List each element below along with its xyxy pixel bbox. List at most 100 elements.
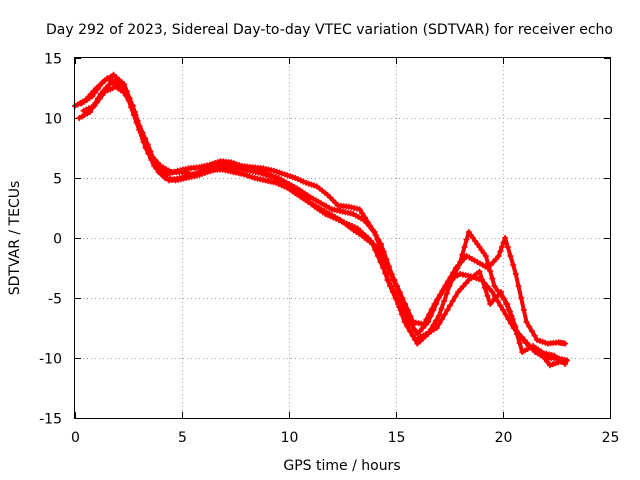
data-point-marker <box>396 289 403 295</box>
data-point-marker <box>449 298 456 304</box>
data-point-marker <box>512 271 519 277</box>
data-point-marker <box>404 307 411 313</box>
data-point-marker <box>385 277 392 283</box>
data-point-marker <box>504 244 511 250</box>
y-tick-label: 10 <box>44 112 62 128</box>
data-point-marker <box>431 301 438 307</box>
data-point-marker <box>489 275 496 282</box>
data-point-marker <box>526 323 533 330</box>
data-point-marker <box>372 232 379 238</box>
data-point-marker <box>434 296 441 303</box>
data-point-marker <box>426 311 433 318</box>
data-point-marker <box>121 81 128 88</box>
data-point-marker <box>433 325 440 331</box>
data-point-marker <box>388 271 395 277</box>
data-point-marker <box>420 321 427 328</box>
data-point-marker <box>396 304 403 310</box>
data-point-marker <box>518 295 525 301</box>
data-point-marker <box>367 223 374 229</box>
data-point-marker <box>399 295 406 301</box>
data-point-marker <box>383 256 390 262</box>
x-tick-label: 0 <box>71 430 80 446</box>
data-point-marker <box>444 307 451 313</box>
y-tick-label: 15 <box>44 52 62 68</box>
y-tick-label: -5 <box>48 292 62 308</box>
series-track <box>78 71 569 347</box>
data-point-marker <box>489 289 496 295</box>
data-point-marker <box>93 99 100 106</box>
data-point-marker <box>438 305 445 312</box>
data-point-marker <box>447 302 453 309</box>
data-point-marker <box>510 262 517 268</box>
data-point-marker <box>497 302 504 309</box>
data-point-marker <box>435 313 442 319</box>
data-point-marker <box>407 313 414 319</box>
data-point-marker <box>386 263 392 270</box>
data-point-marker <box>356 206 363 213</box>
data-point-marker <box>436 320 443 327</box>
data-point-marker <box>508 313 515 319</box>
data-point-marker <box>433 317 440 324</box>
data-point-marker <box>505 307 512 313</box>
data-point-marker <box>541 355 548 362</box>
data-point-marker <box>372 247 379 253</box>
series-track <box>80 83 569 367</box>
data-point-marker <box>439 287 446 294</box>
data-point-marker <box>401 319 408 325</box>
data-point-marker <box>423 316 430 323</box>
y-tick-label: -10 <box>39 352 62 368</box>
y-tick-label: 5 <box>53 172 62 188</box>
data-point-marker <box>482 253 489 259</box>
y-axis-label: SDTVAR / TECUs <box>7 181 23 296</box>
data-point-marker <box>398 311 405 318</box>
data-point-marker <box>531 332 538 339</box>
data-point-marker <box>450 269 457 276</box>
data-point-marker <box>544 358 551 365</box>
data-point-marker <box>364 218 371 225</box>
data-point-marker <box>402 301 409 307</box>
data-point-marker <box>362 214 368 221</box>
data-point-marker <box>562 340 569 347</box>
data-point-marker <box>126 97 132 104</box>
data-point-marker <box>502 311 509 318</box>
chart-title: Day 292 of 2023, Sidereal Day-to-day VTE… <box>46 22 613 38</box>
data-point-marker <box>452 293 459 300</box>
data-point-marker <box>99 92 106 99</box>
data-point-marker <box>134 117 141 124</box>
data-point-marker <box>394 283 401 289</box>
data-point-marker <box>391 277 398 283</box>
data-point-marker <box>479 276 486 283</box>
data-point-marker <box>502 235 509 241</box>
data-point-marker <box>436 292 443 298</box>
data-point-marker <box>500 239 507 246</box>
x-tick-label: 5 <box>178 430 187 446</box>
data-point-marker <box>404 323 411 330</box>
data-series <box>72 71 571 369</box>
data-point-marker <box>382 271 389 277</box>
data-point-marker <box>515 283 522 289</box>
data-point-marker <box>136 123 143 130</box>
data-point-marker <box>463 236 470 243</box>
data-point-marker <box>96 95 103 102</box>
data-point-marker <box>516 340 523 346</box>
data-point-marker <box>377 259 384 265</box>
x-tick-label: 10 <box>281 430 299 446</box>
data-point-marker <box>495 253 502 259</box>
data-point-marker <box>91 103 98 109</box>
data-point-marker <box>500 307 506 313</box>
data-point-marker <box>428 306 435 313</box>
data-point-marker <box>139 129 146 136</box>
data-point-marker <box>142 135 149 142</box>
data-point-marker <box>89 93 96 100</box>
data-point-marker <box>476 268 483 275</box>
data-point-marker <box>444 278 451 285</box>
data-point-marker <box>411 326 418 333</box>
data-point-marker <box>94 86 101 93</box>
x-axis-label: GPS time / hours <box>283 458 400 474</box>
data-point-marker <box>374 253 381 259</box>
data-point-marker <box>461 244 468 250</box>
data-point-marker <box>447 274 454 280</box>
data-point-marker <box>484 292 491 299</box>
